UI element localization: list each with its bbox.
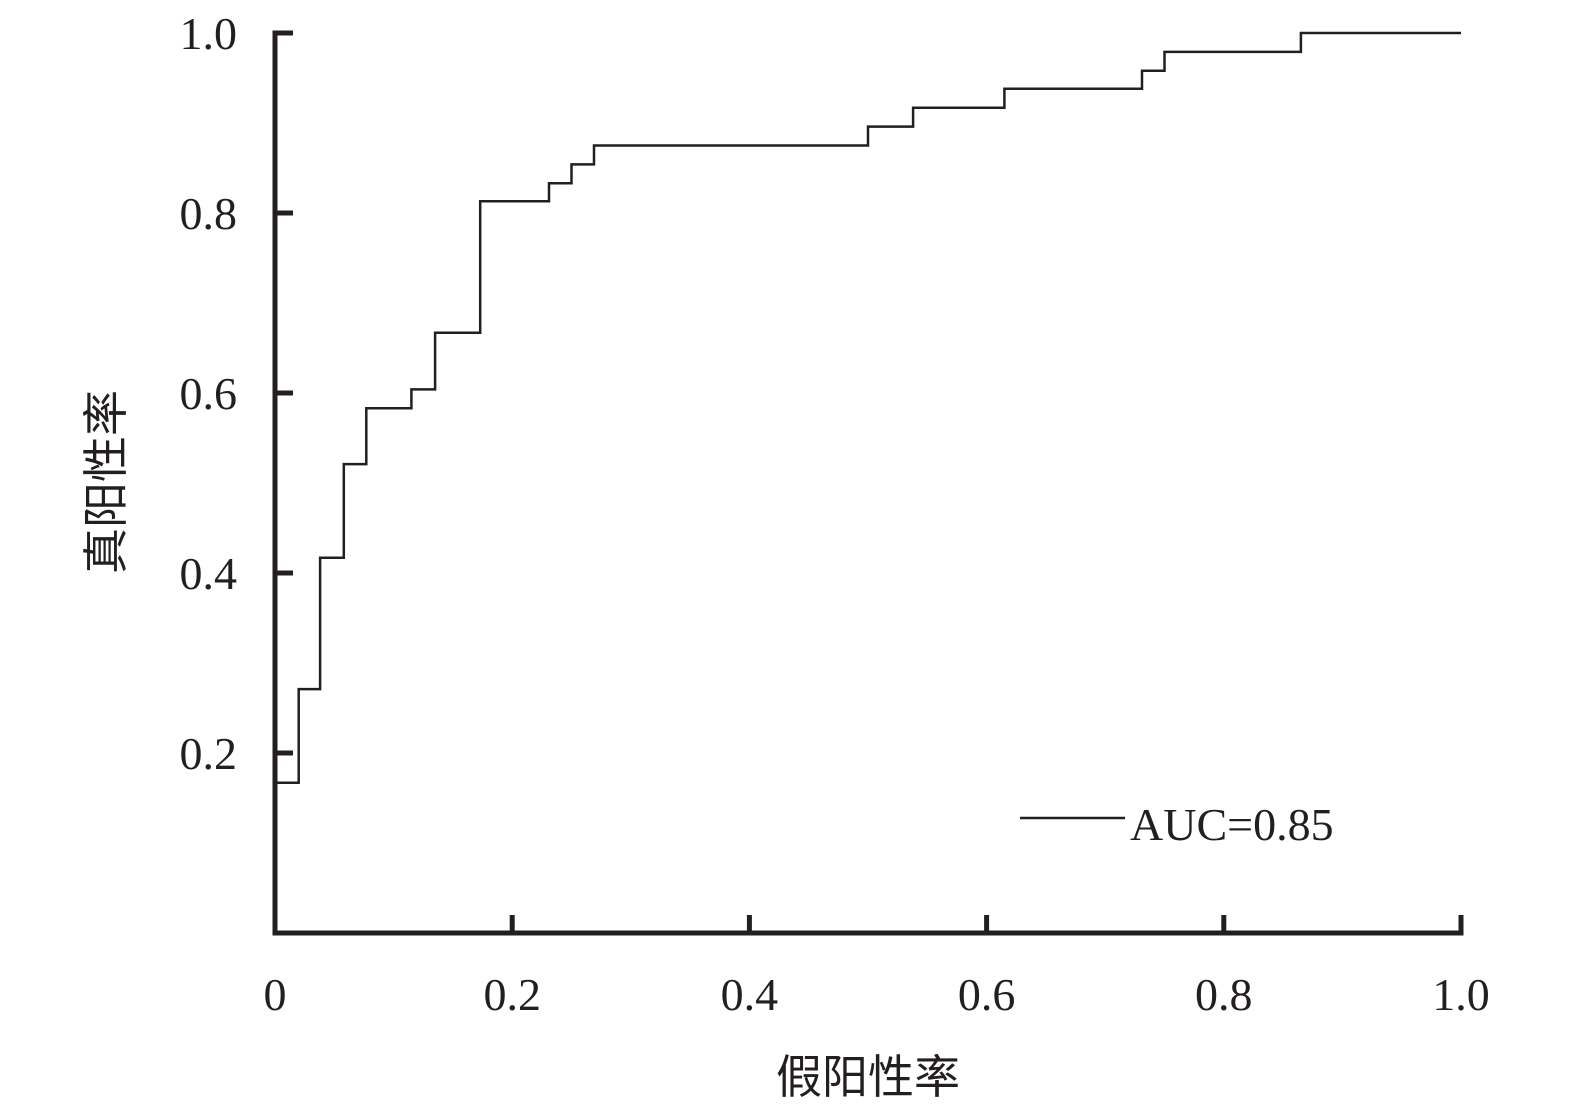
roc-curve-line bbox=[275, 31, 1461, 784]
ticks: 0 0.2 0.4 0.6 0.8 1.0 0.2 0.4 0.6 0.8 1.0 bbox=[180, 8, 1490, 1020]
y-tick-label: 0.8 bbox=[180, 188, 238, 239]
y-tick-label: 0.4 bbox=[180, 548, 238, 599]
x-axis-title: 假阳性率 bbox=[776, 1050, 960, 1104]
legend-label: AUC=0.85 bbox=[1130, 799, 1334, 850]
axes bbox=[272, 30, 1464, 936]
x-tick-label: 0 bbox=[264, 969, 287, 1020]
series-layer bbox=[275, 31, 1461, 784]
x-tick-label: 0.8 bbox=[1195, 969, 1253, 1020]
legend: AUC=0.85 bbox=[1020, 799, 1334, 850]
y-tick-label: 0.6 bbox=[180, 368, 238, 419]
y-tick-label: 1.0 bbox=[180, 8, 238, 59]
x-tick-label: 0.6 bbox=[958, 969, 1016, 1020]
y-tick-label: 0.2 bbox=[180, 728, 238, 779]
y-axis-title: 真阳性率 bbox=[79, 390, 133, 574]
x-tick-label: 0.2 bbox=[483, 969, 541, 1020]
x-tick-label: 1.0 bbox=[1432, 969, 1490, 1020]
x-tick-label: 0.4 bbox=[721, 969, 779, 1020]
